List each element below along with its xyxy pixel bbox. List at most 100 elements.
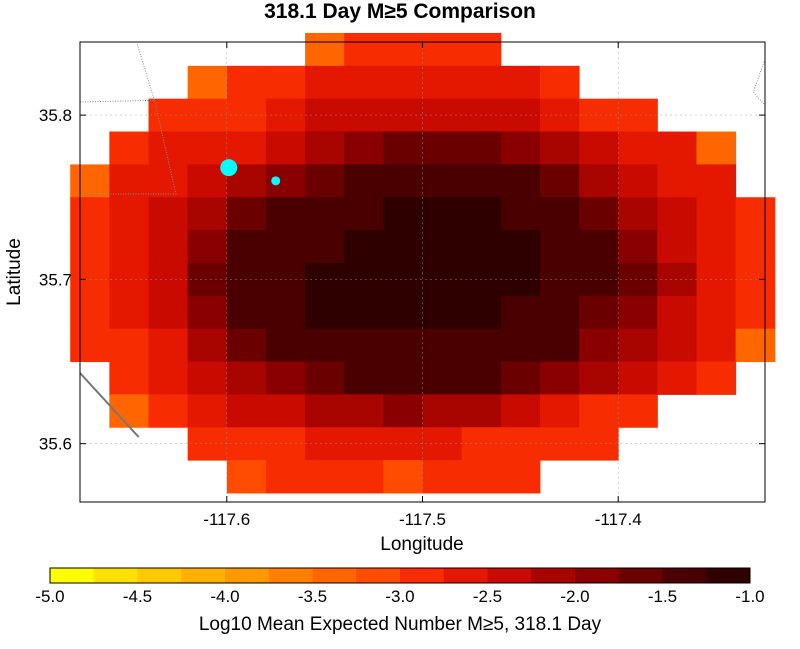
- heatmap-cell: [461, 32, 502, 67]
- x-tick-label: -117.4: [595, 510, 642, 529]
- heatmap-cell: [539, 328, 580, 363]
- heatmap-cell: [226, 131, 267, 165]
- heatmap-cell: [383, 98, 423, 133]
- heatmap-cell: [109, 328, 149, 363]
- heatmap-cell: [109, 295, 149, 330]
- heatmap-cells: [70, 32, 776, 494]
- heatmap-cell: [696, 361, 737, 395]
- colorbar-swatch: [443, 568, 488, 583]
- heatmap-cell: [539, 164, 580, 198]
- heatmap-cell: [226, 328, 267, 363]
- heatmap-cell: [579, 230, 619, 264]
- heatmap-cell: [500, 65, 541, 100]
- fault-line: [79, 372, 140, 438]
- map-boundaries: [79, 42, 766, 438]
- heatmap-cell: [226, 197, 267, 231]
- colorbar-swatch: [662, 568, 707, 583]
- heatmap-cell: [383, 460, 423, 494]
- heatmap-cell: [461, 131, 502, 165]
- heatmap-cell: [265, 131, 306, 165]
- heatmap-cell: [383, 32, 423, 67]
- colorbar-tick-label: -4.5: [123, 587, 152, 606]
- heatmap-cell: [305, 361, 345, 395]
- heatmap-cell: [735, 230, 776, 264]
- boundary-line: [136, 42, 155, 101]
- heatmap-cell: [422, 361, 463, 395]
- heatmap-cell: [70, 164, 110, 198]
- heatmap-cell: [539, 295, 580, 330]
- heatmap-cell: [422, 65, 463, 100]
- heatmap-cell: [461, 328, 502, 363]
- heatmap-cell: [383, 394, 423, 428]
- heatmap-cell: [461, 230, 502, 264]
- heatmap-cell: [109, 230, 149, 264]
- heatmap-cell: [109, 361, 149, 395]
- heatmap-cell: [461, 164, 502, 198]
- heatmap-cell: [422, 328, 463, 363]
- heatmap-cell: [226, 65, 267, 100]
- heatmap-cell: [618, 230, 658, 264]
- heatmap-cell: [579, 295, 619, 330]
- plot-area: [70, 32, 776, 503]
- heatmap-cell: [461, 295, 502, 330]
- heatmap-cell: [265, 295, 306, 330]
- heatmap-cell: [109, 131, 149, 165]
- heatmap-cell: [305, 32, 345, 67]
- heatmap-cell: [500, 295, 541, 330]
- heatmap-cell: [579, 394, 619, 428]
- heatmap-cell: [618, 164, 658, 198]
- heatmap-cell: [696, 131, 737, 165]
- heatmap-cell: [618, 295, 658, 330]
- heatmap-cell: [461, 394, 502, 428]
- heatmap-cell: [305, 230, 345, 264]
- heatmap-cell: [539, 65, 580, 100]
- heatmap-cell: [226, 230, 267, 264]
- heatmap-cell: [579, 164, 619, 198]
- x-tick-label: -117.5: [399, 510, 446, 529]
- heatmap-cell: [148, 328, 189, 363]
- heatmap-cell: [305, 295, 345, 330]
- heatmap-cell: [70, 295, 110, 330]
- heatmap-cell: [579, 328, 619, 363]
- heatmap-cell: [657, 164, 697, 198]
- colorbar-swatch: [268, 568, 313, 583]
- heatmap-cell: [305, 164, 345, 198]
- heatmap-cell: [344, 164, 384, 198]
- y-tick-label: 35.8: [39, 106, 72, 125]
- heatmap-cell: [422, 295, 463, 330]
- gridlines: [80, 42, 765, 502]
- heatmap-cell: [618, 394, 658, 428]
- heatmap-cell: [618, 197, 658, 231]
- heatmap-cell: [657, 361, 697, 395]
- heatmap-cell: [539, 361, 580, 395]
- colorbar-tick-label: -5.0: [35, 587, 64, 606]
- heatmap-cell: [226, 361, 267, 395]
- heatmap-cell: [500, 197, 541, 231]
- heatmap-cell: [344, 361, 384, 395]
- heatmap-cell: [305, 65, 345, 100]
- heatmap-cell: [148, 230, 189, 264]
- heatmap-cell: [187, 197, 228, 231]
- heatmap-cell: [70, 197, 110, 231]
- colorbar-swatch: [356, 568, 401, 583]
- heatmap-cell: [148, 361, 189, 395]
- heatmap-cell: [344, 230, 384, 264]
- heatmap-cell: [383, 328, 423, 363]
- heatmap-cell: [657, 328, 697, 363]
- heatmap-cell: [226, 460, 267, 494]
- colorbar-swatch: [706, 568, 751, 583]
- heatmap-cell: [657, 197, 697, 231]
- heatmap-cell: [539, 230, 580, 264]
- heatmap-cell: [383, 197, 423, 231]
- colorbar-swatch: [487, 568, 532, 583]
- heatmap-cell: [618, 361, 658, 395]
- colorbar-tick-label: -4.0: [210, 587, 239, 606]
- heatmap-cell: [344, 394, 384, 428]
- heatmap-cell: [696, 197, 737, 231]
- heatmap-cell: [461, 65, 502, 100]
- heatmap-cell: [265, 197, 306, 231]
- colorbar-label: Log10 Mean Expected Number M≥5, 318.1 Da…: [199, 614, 602, 635]
- heatmap-cell: [344, 197, 384, 231]
- heatmap-cell: [539, 131, 580, 165]
